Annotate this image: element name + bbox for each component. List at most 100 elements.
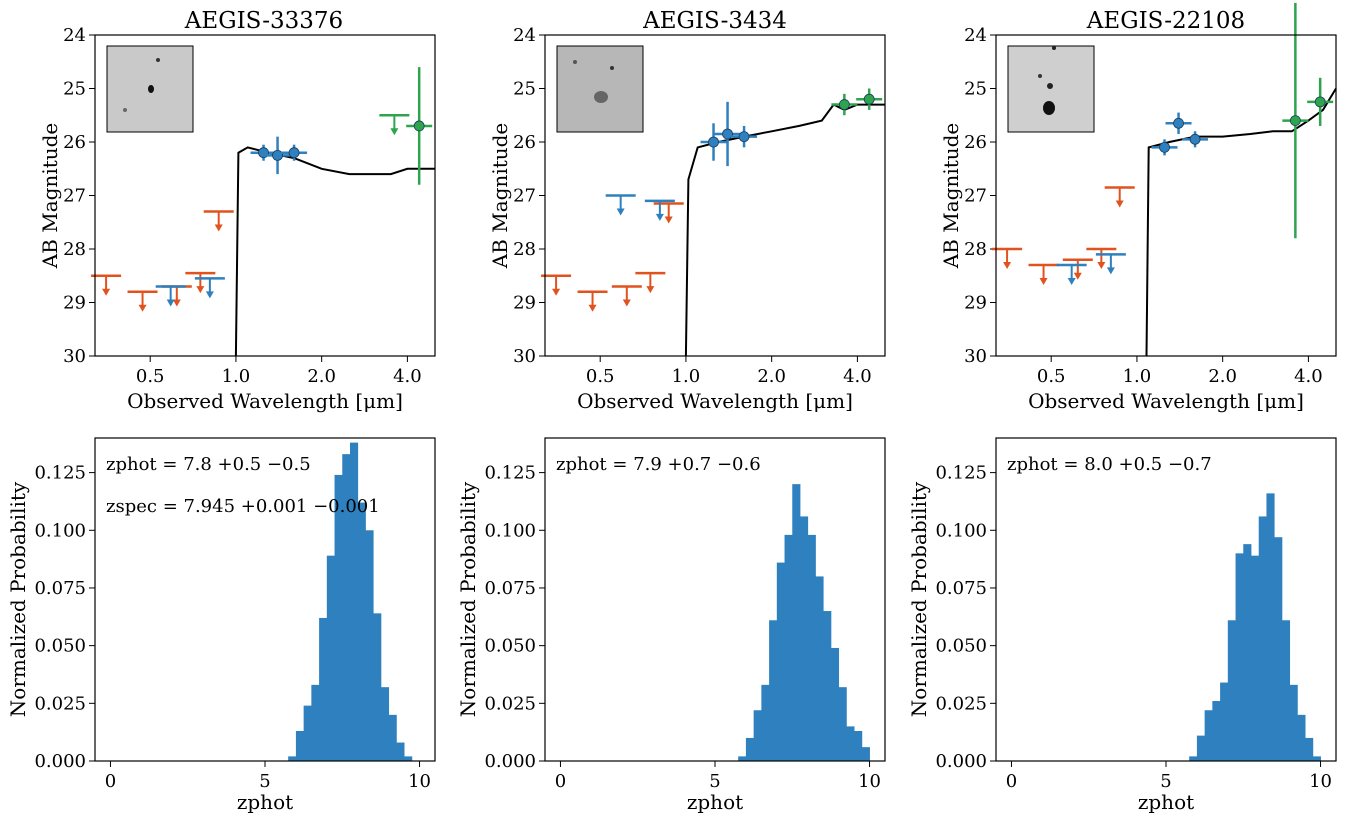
detection-marker xyxy=(722,128,733,140)
histogram-bar xyxy=(288,756,297,761)
y-tick-label: 30 xyxy=(513,346,536,367)
histogram-bar xyxy=(815,576,824,761)
axes-frame xyxy=(544,34,886,357)
y-tick-label: 0.050 xyxy=(34,636,86,657)
y-tick-label: 27 xyxy=(964,186,987,207)
x-tick-label: 4.0 xyxy=(843,366,872,387)
detection-marker xyxy=(1159,141,1170,153)
histogram-bar xyxy=(1266,493,1275,761)
upper-limit-arrowhead xyxy=(214,224,223,232)
y-tick-label: 25 xyxy=(513,79,536,100)
upper-limit-arrowhead xyxy=(205,291,214,299)
upper-limit-arrowhead xyxy=(664,216,673,224)
y-tick-label: 0.125 xyxy=(935,463,987,484)
y-tick-label: 0.100 xyxy=(484,520,536,541)
histogram-bar xyxy=(1281,620,1291,761)
sed-model-line xyxy=(684,103,885,357)
x-axis-label: Observed Wavelength [μm] xyxy=(127,389,403,413)
x-tick-label: 10 xyxy=(858,771,881,792)
panel-title: AEGIS-22108 xyxy=(1086,8,1245,34)
x-tick-label: 5 xyxy=(709,771,720,792)
pz-plot: 0 5 10 0.000 0.025 0.050 0.075 0.100 0.125 zphot N… xyxy=(6,437,436,814)
histogram-bar xyxy=(404,756,413,761)
y-tick-label: 0.050 xyxy=(935,636,987,657)
upper-limit-arrowhead xyxy=(138,304,147,312)
y-tick-label: 0.075 xyxy=(34,578,86,599)
zphot-label: zphot = 8.0 +0.5 −0.7 xyxy=(1007,454,1212,475)
histogram-bar xyxy=(753,710,762,761)
y-tick-label: 28 xyxy=(63,239,86,260)
upper-limit-arrowhead xyxy=(552,288,561,296)
axes-frame xyxy=(995,34,1337,357)
y-tick-label: 27 xyxy=(513,186,536,207)
histogram-bar xyxy=(373,613,382,761)
cutout-image xyxy=(106,45,194,133)
x-tick-label: 0.5 xyxy=(136,366,165,387)
y-tick-label: 0.125 xyxy=(484,463,536,484)
detection-marker xyxy=(738,131,750,143)
x-tick-label: 10 xyxy=(1309,771,1332,792)
y-tick-label: 30 xyxy=(63,346,86,367)
x-axis-label: zphot xyxy=(237,790,293,814)
x-tick-label: 0.5 xyxy=(1037,366,1066,387)
x-tick-label: 4.0 xyxy=(1294,366,1323,387)
histogram-bar xyxy=(1312,756,1321,761)
y-tick-label: 26 xyxy=(964,132,987,153)
histogram-bar xyxy=(350,442,359,761)
detection-marker xyxy=(272,149,283,161)
y-tick-label: 0.050 xyxy=(484,636,536,657)
x-tick-label: 5 xyxy=(1160,771,1171,792)
y-tick-label: 0.000 xyxy=(935,751,987,772)
histogram-bar xyxy=(326,555,335,761)
upper-limit-arrowhead xyxy=(1003,262,1012,269)
y-tick-label: 0.100 xyxy=(34,520,86,541)
histogram-bar xyxy=(838,687,847,761)
y-axis-label: Normalized Probability xyxy=(456,481,480,717)
x-tick-label: 0 xyxy=(105,771,116,792)
upper-limit-arrowhead xyxy=(1039,278,1048,286)
histogram-bar xyxy=(1289,684,1298,761)
histogram-bar xyxy=(769,620,778,761)
y-tick-label: 28 xyxy=(513,239,536,260)
y-tick-label: 0.000 xyxy=(484,751,536,772)
cutout-image xyxy=(1007,45,1095,133)
upper-limit-arrowhead xyxy=(616,208,625,216)
histogram-bar xyxy=(1258,516,1267,761)
zphot-label: zphot = 7.9 +0.7 −0.6 xyxy=(556,454,761,475)
zspec-label: zspec = 7.945 +0.001 −0.001 xyxy=(106,496,380,517)
y-tick-label: 24 xyxy=(63,25,86,46)
histogram-bar xyxy=(1251,555,1260,761)
upper-limit-arrowhead xyxy=(102,288,111,296)
axes-frame xyxy=(544,437,886,762)
detection-marker xyxy=(1189,133,1201,145)
sed-model-line xyxy=(234,146,435,357)
histogram-bar xyxy=(1196,735,1206,761)
pz-plot: 0 5 10 0.000 0.025 0.050 0.075 0.100 0.125 zphot N… xyxy=(456,437,886,814)
y-tick-label: 0.025 xyxy=(935,693,987,714)
y-tick-label: 26 xyxy=(513,132,536,153)
histogram-bar xyxy=(311,684,320,761)
histogram-bar xyxy=(1220,682,1229,761)
x-axis-label: Observed Wavelength [μm] xyxy=(1028,389,1304,413)
x-tick-label: 4.0 xyxy=(393,366,422,387)
histogram-bar xyxy=(1204,710,1213,761)
x-tick-label: 0 xyxy=(555,771,566,792)
axes-frame xyxy=(995,437,1337,762)
panel-title: AEGIS-3434 xyxy=(642,8,787,34)
histogram-bar xyxy=(388,714,397,761)
histogram-bar xyxy=(1274,537,1283,761)
x-tick-label: 0.5 xyxy=(586,366,615,387)
histogram-bar xyxy=(396,742,405,761)
y-axis-label: AB Magnitude xyxy=(488,123,512,270)
y-tick-label: 26 xyxy=(63,132,86,153)
histogram-bar xyxy=(1235,553,1244,761)
upper-limit-arrowhead xyxy=(655,213,664,221)
upper-limit-arrowhead xyxy=(390,128,399,136)
x-axis-label: zphot xyxy=(687,790,743,814)
y-tick-label: 28 xyxy=(964,239,987,260)
detection-marker xyxy=(288,147,300,159)
upper-limit-arrowhead xyxy=(588,304,597,312)
y-tick-label: 0.125 xyxy=(34,463,86,484)
histogram-bar xyxy=(1243,544,1252,761)
histogram-bar xyxy=(776,562,785,761)
